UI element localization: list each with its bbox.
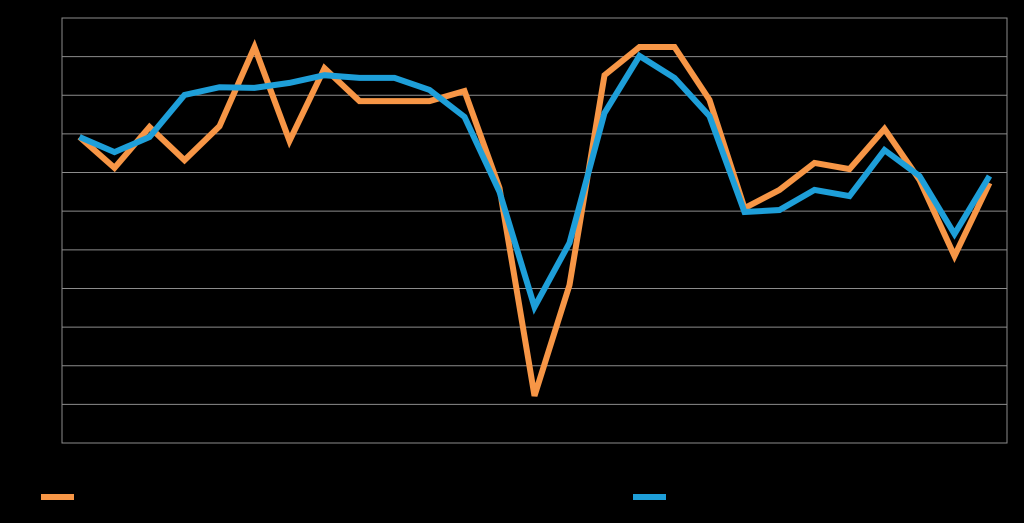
series-line <box>77 39 993 397</box>
series-line <box>78 51 993 315</box>
